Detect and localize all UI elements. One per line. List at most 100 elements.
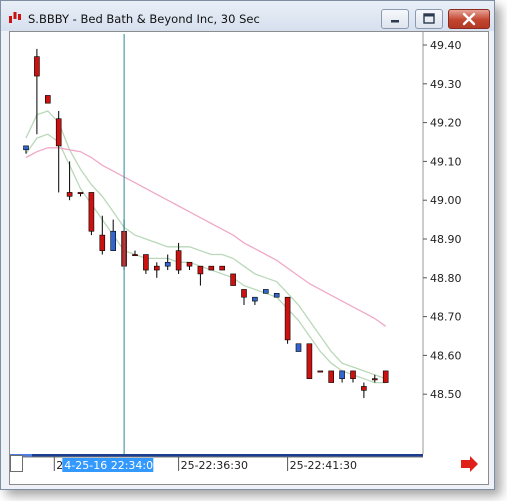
minimize-icon	[391, 20, 399, 23]
candle	[77, 192, 84, 197]
candle-body	[154, 265, 160, 271]
candle-body	[252, 296, 258, 302]
candle-body	[273, 293, 280, 298]
candle	[252, 296, 258, 305]
candle-body	[44, 95, 51, 104]
moving-averages	[25, 110, 387, 384]
y-tick-label: 49.30	[430, 78, 462, 91]
candle-body	[197, 265, 204, 275]
candle	[339, 370, 345, 383]
candle-body	[350, 370, 356, 379]
chart-app-icon	[9, 12, 21, 23]
candle	[382, 370, 389, 383]
time-label: 25-22:36:30	[181, 459, 248, 472]
y-tick-label: 48.80	[430, 272, 462, 285]
candle-body	[295, 343, 302, 352]
candle	[284, 296, 291, 344]
candle	[186, 261, 193, 271]
time-label: 2	[56, 459, 63, 472]
candle	[23, 145, 29, 154]
close-button[interactable]	[448, 9, 490, 29]
minimize-button[interactable]	[381, 9, 409, 29]
candle-body	[164, 261, 171, 267]
candle	[132, 250, 138, 257]
candle	[230, 273, 236, 286]
chart-area[interactable]	[9, 31, 489, 485]
y-tick-label: 48.60	[430, 349, 462, 362]
candle	[317, 370, 324, 373]
candle-body	[230, 273, 236, 286]
candle	[350, 370, 356, 383]
candle	[197, 265, 204, 286]
window-title: S.BBBY - Bed Bath & Beyond Inc, 30 Sec	[28, 12, 260, 26]
candle-body	[219, 265, 225, 271]
candle	[273, 293, 280, 298]
candle	[164, 254, 171, 271]
y-tick-label: 48.50	[430, 388, 462, 401]
candle	[328, 370, 335, 383]
candle-body	[382, 370, 389, 383]
candle	[295, 343, 302, 352]
candle-body	[175, 250, 182, 271]
candle-body	[23, 145, 29, 151]
time-label: 25-22:41:30	[290, 459, 357, 472]
candle	[219, 265, 225, 271]
moving-average-line-1	[25, 110, 386, 380]
candles	[23, 48, 389, 399]
y-tick-label: 49.00	[430, 194, 462, 207]
candle-body	[284, 296, 291, 341]
time-label: 4-25-16 22:34:00	[64, 459, 160, 472]
price-axis: 49.40 49.30 49.20 49.10 49.00 48.90 48.80 48.70…	[422, 32, 462, 454]
candle-body	[328, 370, 335, 383]
candle-body	[143, 254, 149, 271]
y-tick-label: 48.90	[430, 233, 462, 246]
candle-body	[241, 289, 247, 298]
candle-body	[66, 192, 73, 197]
scroll-right-arrow-icon[interactable]	[461, 456, 478, 472]
y-tick-label: 49.40	[430, 39, 462, 52]
candle-body	[99, 234, 106, 251]
candle	[44, 95, 51, 104]
candle-body	[132, 254, 138, 257]
title-bar[interactable]: S.BBBY - Bed Bath & Beyond Inc, 30 Sec	[1, 1, 494, 31]
candle-body	[110, 230, 116, 251]
candle	[175, 242, 182, 274]
overlay: 2 4-25-16 22:34:00 25-22:36:30 25-22:41:30	[10, 34, 478, 472]
y-tick-label: 49.10	[430, 155, 462, 168]
candle	[143, 254, 149, 274]
candle-body	[317, 370, 324, 373]
candle-body	[186, 261, 193, 267]
candle	[99, 215, 106, 255]
candle	[66, 161, 73, 201]
candle	[241, 289, 247, 305]
moving-average-line-3	[25, 147, 387, 327]
candle-body	[361, 386, 367, 391]
candle-body	[262, 289, 269, 294]
candle-body	[339, 370, 345, 379]
close-icon	[462, 12, 476, 26]
candle	[34, 48, 40, 135]
candle	[306, 343, 313, 379]
time-scroll-bar	[10, 454, 423, 457]
candle-body	[306, 343, 313, 379]
y-tick-label: 48.70	[430, 311, 462, 324]
candle	[208, 265, 215, 271]
y-tick-label: 49.20	[430, 117, 462, 130]
corner-box[interactable]	[10, 455, 23, 472]
candle-body	[208, 265, 215, 271]
candle	[262, 289, 269, 294]
candle	[154, 262, 160, 278]
candle	[371, 374, 378, 383]
chart-window: S.BBBY - Bed Bath & Beyond Inc, 30 Sec	[0, 0, 495, 490]
time-label-highlight	[62, 458, 154, 472]
candle	[361, 382, 367, 399]
moving-average-line-2	[25, 133, 386, 384]
candle	[88, 192, 95, 236]
candle	[110, 219, 116, 251]
candle-body	[55, 118, 62, 147]
maximize-icon	[423, 13, 435, 24]
candle-body	[371, 378, 378, 381]
maximize-button[interactable]	[415, 9, 443, 29]
candle-body	[34, 56, 40, 77]
